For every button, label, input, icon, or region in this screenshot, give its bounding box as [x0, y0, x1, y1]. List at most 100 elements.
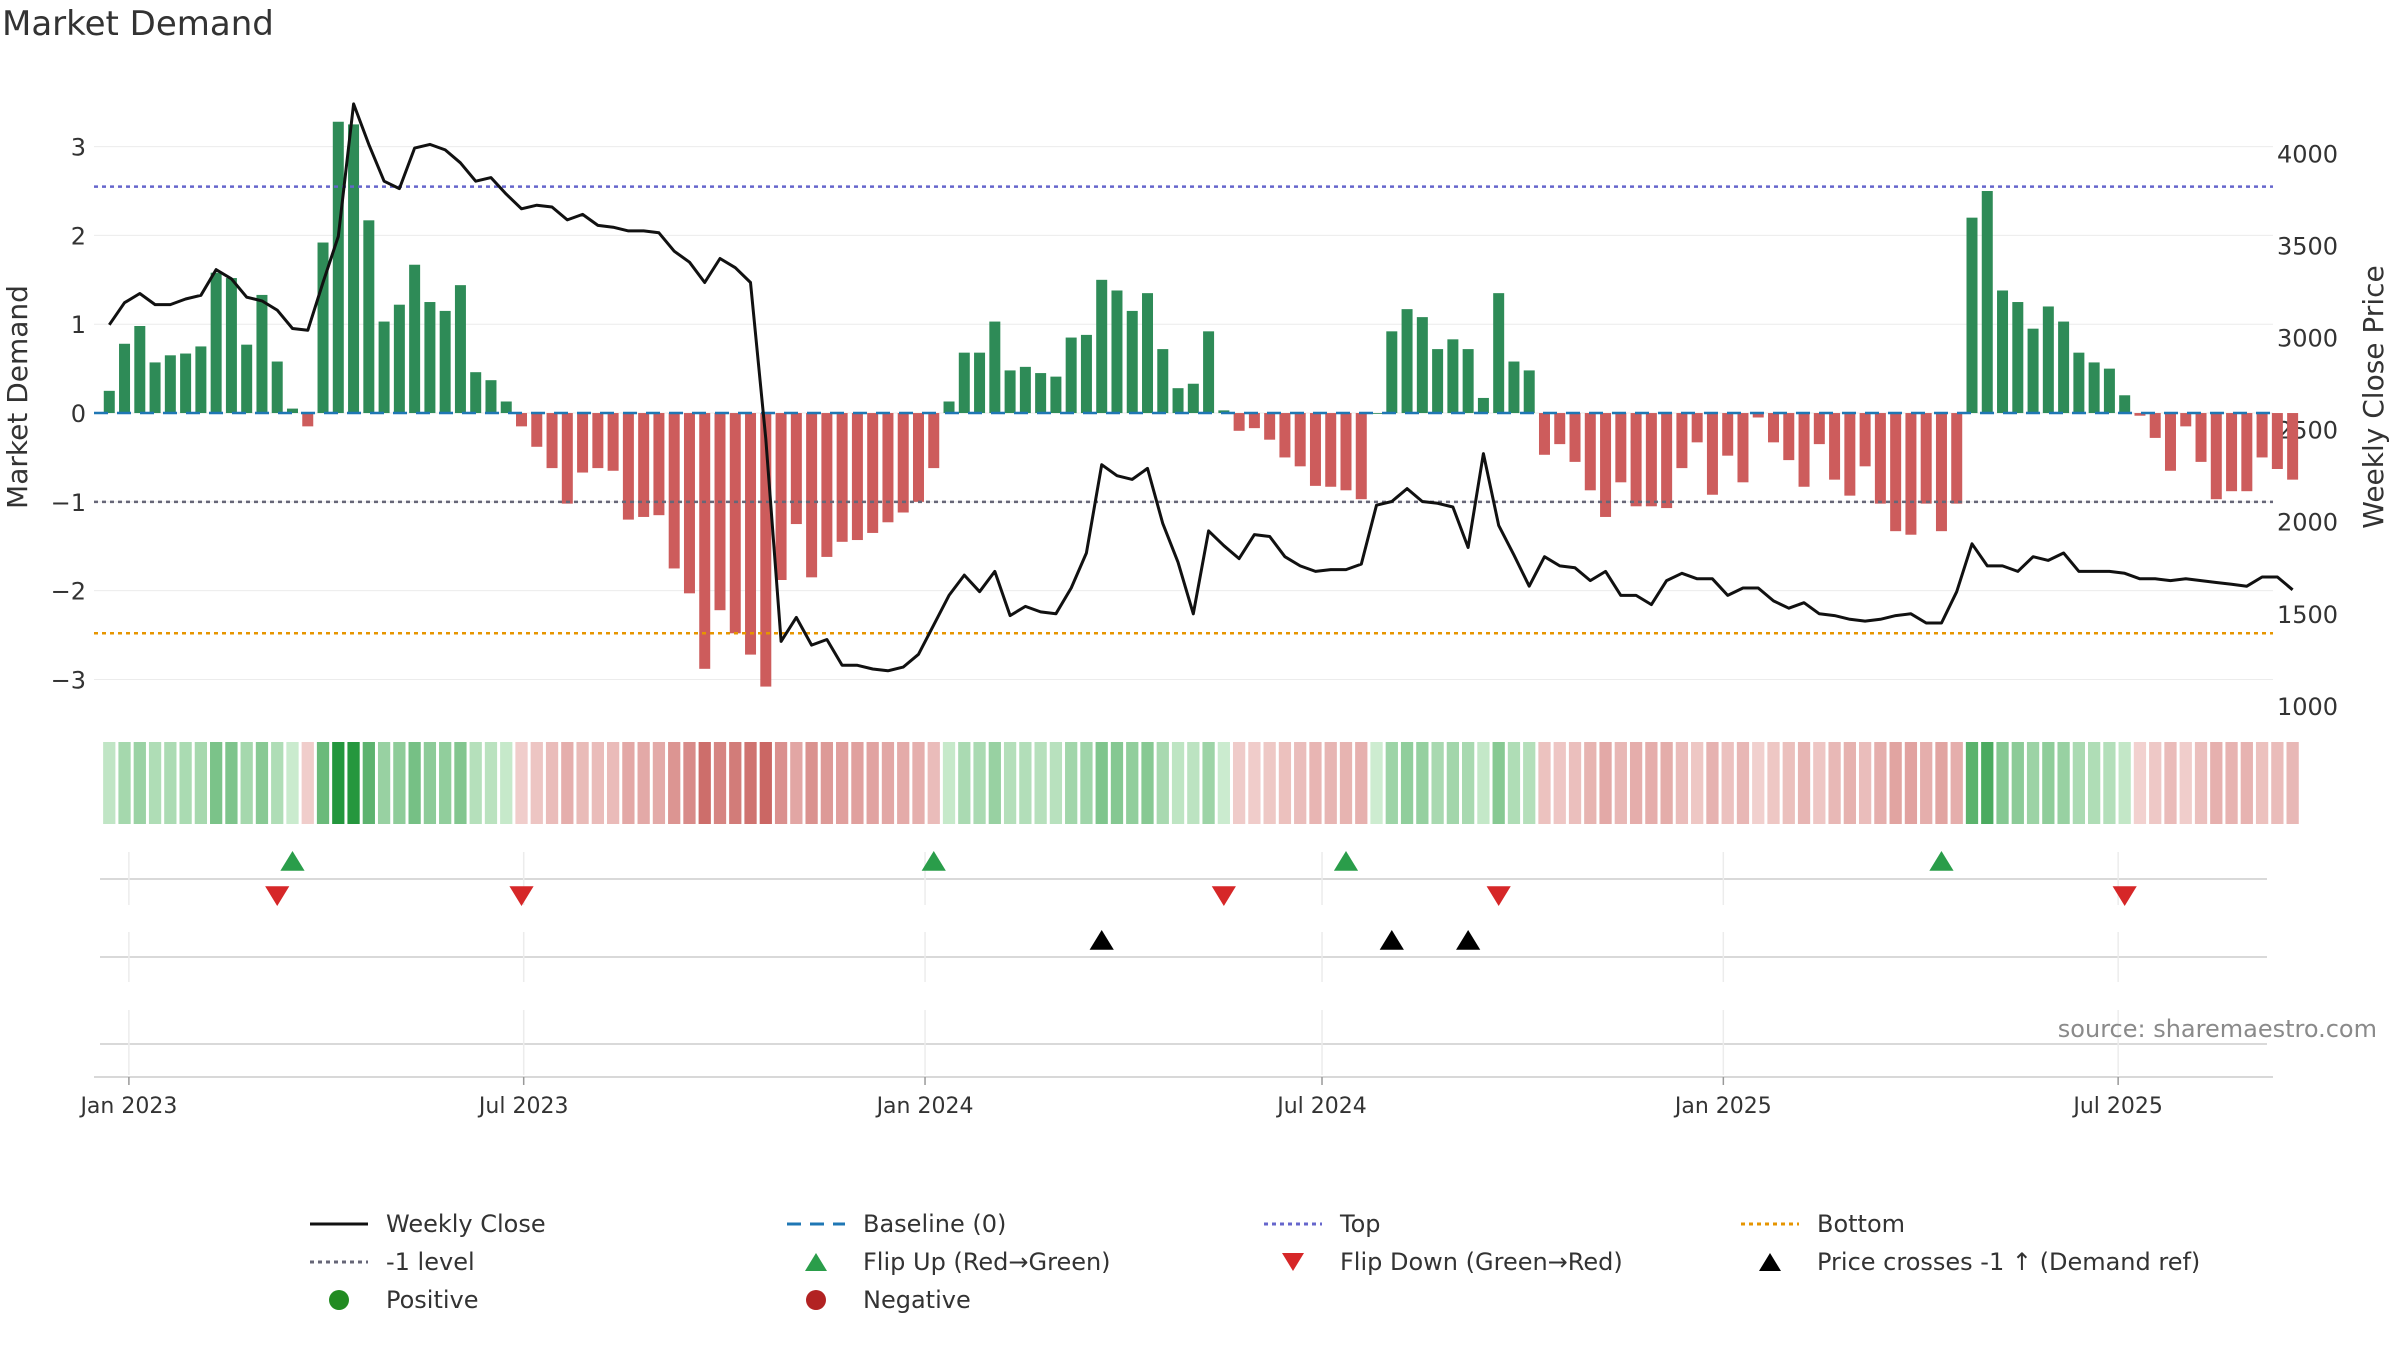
y-right-tick-label: 4000: [2277, 141, 2338, 169]
heat-cell: [545, 742, 559, 824]
heat-cell: [1965, 742, 1979, 824]
demand-bar: [2271, 413, 2283, 469]
demand-bar: [1142, 293, 1154, 414]
demand-bar: [2058, 321, 2070, 414]
flip-down-marker: [509, 886, 534, 906]
demand-bar: [2226, 413, 2238, 492]
demand-bar: [1645, 413, 1657, 507]
heat-cell: [148, 742, 162, 824]
legend-item-flip-down: Flip Down (Green→Red): [1262, 1243, 1623, 1281]
demand-bar: [1706, 413, 1718, 495]
heat-cell: [118, 742, 131, 824]
heat-cell: [851, 742, 864, 824]
demand-bar: [1951, 413, 1963, 504]
demand-bar: [1722, 413, 1734, 456]
heat-cell: [347, 742, 360, 824]
heat-cell: [668, 742, 681, 824]
heat-cell: [1385, 742, 1398, 824]
heat-cell: [652, 742, 666, 824]
demand-bar: [286, 408, 298, 414]
demand-bar: [928, 413, 940, 469]
heat-cell: [1355, 742, 1368, 824]
heat-cell: [1996, 742, 2009, 824]
demand-bar: [439, 310, 451, 414]
heat-cell: [1950, 742, 1963, 824]
heat-cell: [774, 742, 788, 824]
legend-marker: [1759, 1253, 1781, 1271]
demand-bar: [470, 372, 482, 414]
heat-cell: [576, 742, 589, 824]
demand-bar: [1401, 309, 1413, 414]
demand-bar: [546, 413, 558, 469]
demand-bar: [821, 413, 833, 557]
legend-marker: [1282, 1253, 1304, 1271]
demand-bar: [1554, 413, 1566, 445]
y-right-tick-label: 1000: [2277, 693, 2338, 721]
demand-bar: [2103, 368, 2115, 414]
heat-cell: [164, 742, 177, 824]
demand-bar: [1218, 410, 1230, 414]
y-left-axis-title: Market Demand: [1, 285, 34, 509]
demand-bar: [332, 121, 344, 414]
heat-cell: [362, 742, 375, 824]
heat-cell: [1370, 742, 1383, 824]
heat-cell: [2011, 742, 2024, 824]
demand-bar: [1874, 413, 1886, 504]
y-left-tick-label: 3: [71, 134, 86, 162]
demand-bar: [714, 413, 726, 611]
heat-cell: [1339, 742, 1353, 824]
demand-bar: [699, 413, 711, 669]
heat-cell: [2026, 742, 2040, 824]
x-tick-label: Jul 2024: [1275, 1094, 1367, 1119]
x-tick-label: Jan 2023: [78, 1094, 177, 1119]
demand-bar: [760, 413, 772, 687]
demand-bar: [1371, 413, 1383, 414]
x-tick-label: Jan 2024: [875, 1094, 974, 1119]
demand-bar: [2027, 328, 2039, 414]
legend-swatch-flip-up: [805, 1253, 827, 1271]
legend-swatch-price-cross: [1759, 1253, 1781, 1271]
heat-cell: [2286, 742, 2299, 824]
heat-cell: [393, 742, 406, 824]
heat-cell: [423, 742, 437, 824]
demand-bar: [485, 380, 497, 414]
y-left-tick-label: 1: [71, 311, 86, 339]
heat-cell: [927, 742, 940, 824]
heat-cell: [225, 742, 238, 824]
demand-bar: [1920, 413, 1932, 504]
heat-cell: [2194, 742, 2208, 824]
demand-bar: [1004, 370, 1016, 414]
heat-cell: [698, 742, 711, 824]
heat-cell: [1309, 742, 1322, 824]
heat-cell: [820, 742, 834, 824]
demand-bar: [1264, 413, 1276, 440]
demand-bar: [1477, 397, 1489, 414]
heat-cell: [1843, 742, 1856, 824]
demand-bar: [271, 361, 283, 414]
heat-cell: [1721, 742, 1734, 824]
heat-cell: [484, 742, 498, 824]
demand-bar: [912, 413, 924, 502]
legend-marker: [329, 1290, 349, 1310]
heat-cell: [194, 742, 208, 824]
legend-marker: [805, 1253, 827, 1271]
heat-cell: [2149, 742, 2162, 824]
legend-label-top: Top: [1340, 1210, 1381, 1238]
heat-cell: [973, 742, 986, 824]
heat-cell: [1889, 742, 1902, 824]
demand-bar: [241, 344, 253, 414]
demand-bar: [348, 124, 360, 414]
heat-cell: [606, 742, 620, 824]
heat-cell: [240, 742, 253, 824]
demand-bar: [2073, 352, 2085, 414]
heat-cell: [301, 742, 314, 824]
demand-bar: [607, 413, 619, 471]
demand-bar: [317, 242, 329, 414]
demand-bar: [2012, 302, 2024, 414]
demand-bar: [668, 413, 680, 569]
heat-cell: [836, 742, 849, 824]
heat-cell: [683, 742, 696, 824]
heat-cell: [1691, 742, 1704, 824]
legend-swatch-top: [1264, 1222, 1322, 1226]
legend-label-bottom: Bottom: [1817, 1210, 1906, 1238]
